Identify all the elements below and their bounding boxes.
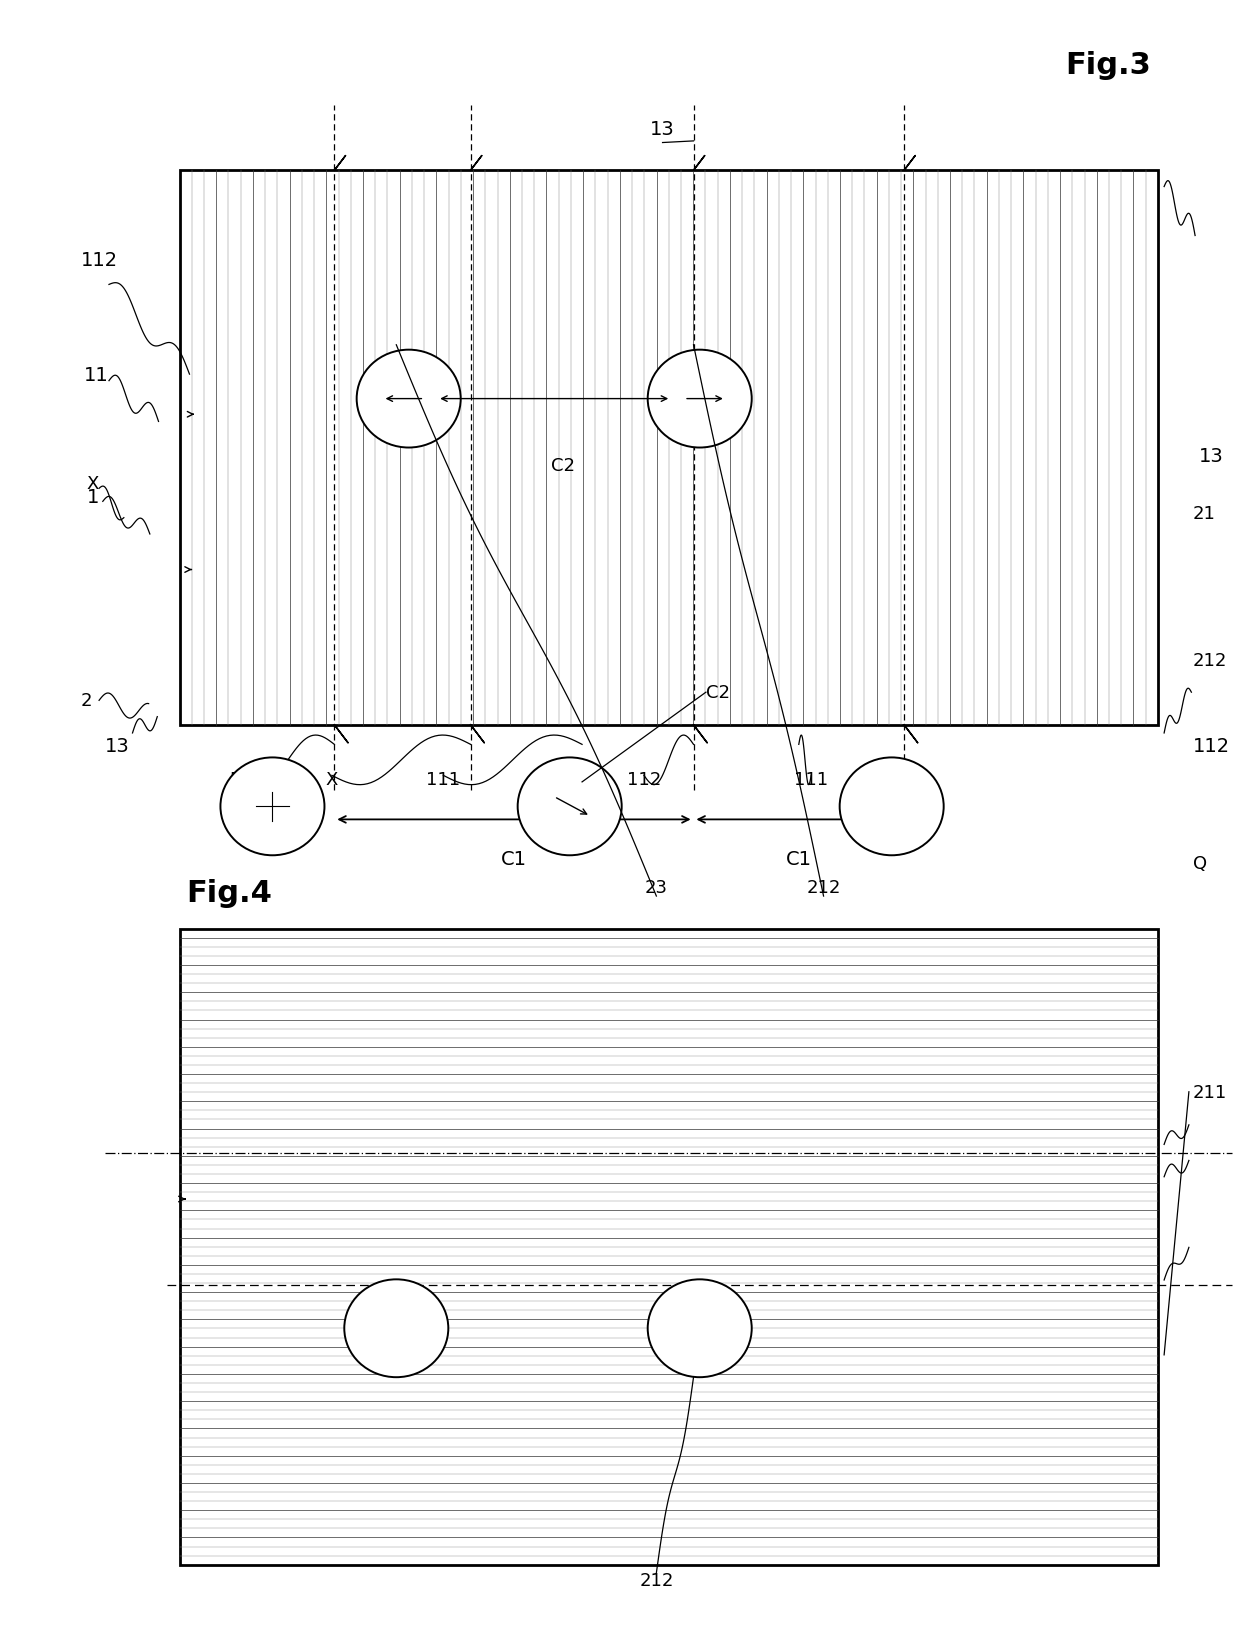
Text: X: X [326, 771, 339, 789]
Text: C2: C2 [706, 683, 730, 703]
Text: 23: 23 [645, 879, 668, 897]
Ellipse shape [647, 350, 751, 448]
Text: 13: 13 [1199, 447, 1224, 466]
Text: 212: 212 [1193, 650, 1228, 670]
Ellipse shape [357, 350, 461, 448]
Ellipse shape [221, 758, 325, 856]
Text: 13: 13 [105, 737, 130, 756]
Text: 11: 11 [84, 365, 109, 385]
Text: 111: 111 [427, 771, 460, 789]
Text: 112: 112 [627, 771, 661, 789]
Text: X: X [87, 474, 99, 494]
Text: Q: Q [1193, 854, 1207, 874]
Ellipse shape [839, 758, 944, 856]
Text: D1: D1 [229, 771, 254, 789]
Text: 212: 212 [639, 1571, 673, 1589]
Text: C1: C1 [501, 849, 527, 869]
Ellipse shape [647, 1280, 751, 1377]
Text: Fig.3: Fig.3 [1065, 51, 1151, 80]
Ellipse shape [345, 1280, 449, 1377]
Text: 211: 211 [1193, 1082, 1226, 1102]
Text: C2: C2 [552, 456, 575, 474]
Text: C1: C1 [786, 849, 812, 869]
Bar [180, 171, 1158, 725]
Text: 21: 21 [1193, 504, 1215, 523]
Text: 111: 111 [794, 771, 828, 789]
Text: Fig.4: Fig.4 [186, 879, 272, 908]
Bar [180, 929, 1158, 1565]
Ellipse shape [517, 758, 621, 856]
Text: 112: 112 [1193, 737, 1230, 756]
Text: 112: 112 [81, 251, 118, 271]
Text: 13: 13 [650, 119, 675, 139]
Text: 212: 212 [806, 879, 841, 897]
Text: 1: 1 [87, 487, 99, 507]
Text: 2: 2 [81, 691, 93, 711]
